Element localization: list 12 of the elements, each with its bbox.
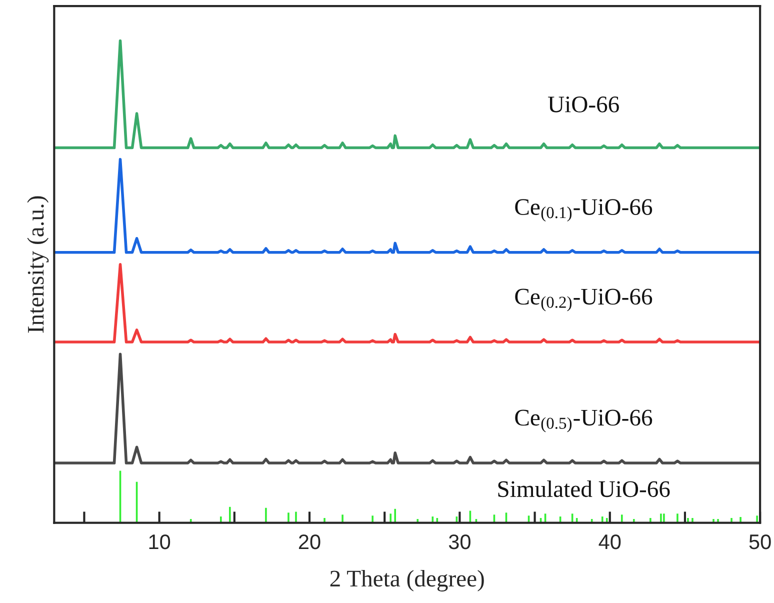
series-label: Ce$_{(0.1)}$-UiO-66 — [515, 199, 652, 222]
y-axis-title: Intensity (a.u.) — [27, 196, 49, 333]
x-tick-label: 10 — [149, 534, 170, 550]
series-label: Ce$_{(0.5)}$-UiO-66 — [515, 410, 652, 432]
series-label: UiO-66 — [548, 96, 619, 112]
x-tick-label: 20 — [298, 534, 320, 550]
x-tick-label: 30 — [448, 534, 470, 550]
x-tick-label: 50 — [749, 534, 771, 550]
x-axis-title: 2 Theta (degree) — [330, 570, 484, 592]
series-label: Simulated UiO-66 — [498, 480, 670, 498]
series-label: Ce$_{(0.2)}$-UiO-66 — [515, 288, 652, 312]
x-tick-label: 40 — [598, 534, 621, 550]
